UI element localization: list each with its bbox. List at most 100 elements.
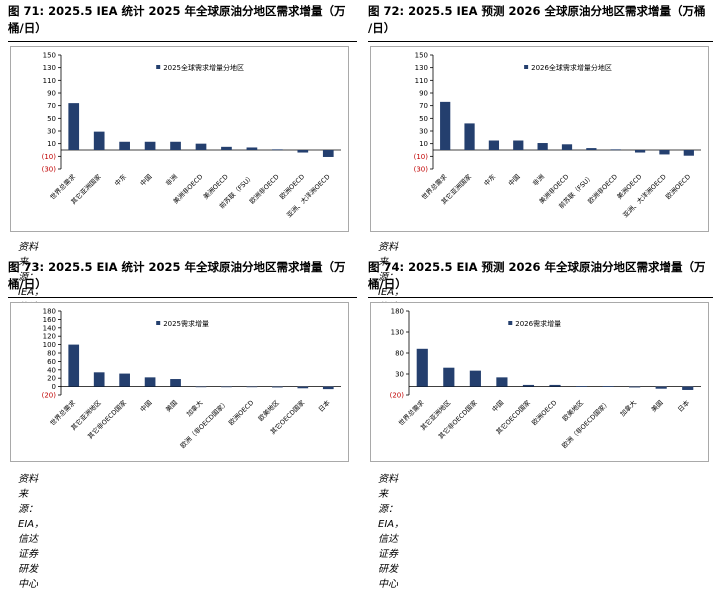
y-tick-label: 60	[47, 358, 56, 366]
legend-swatch	[508, 321, 513, 325]
y-tick-label: 50	[47, 115, 56, 123]
category-label: 非洲	[530, 172, 546, 188]
y-tick-label: 10	[47, 140, 56, 148]
bar	[93, 372, 105, 387]
bar	[246, 386, 258, 388]
y-tick-label: 130	[43, 64, 56, 72]
legend-swatch	[156, 321, 161, 325]
category-label: 欧洲（非OECD国家）	[178, 398, 230, 450]
bar	[170, 141, 181, 150]
category-label: 欧洲OECD	[663, 172, 692, 201]
y-tick-label: 30	[419, 128, 428, 136]
bar	[119, 141, 130, 150]
y-tick-label: 90	[419, 90, 428, 98]
figure-title-line-2: /日）	[368, 21, 396, 35]
title-rule	[368, 41, 713, 42]
category-label: 中国	[138, 172, 154, 188]
bar	[322, 150, 334, 157]
figure-title: 图 74: 2025.5 EIA 预测 2026 年全球原油分地区需求增量（万 …	[368, 259, 716, 293]
category-label: 日本	[676, 398, 692, 414]
y-tick-label: 110	[415, 77, 428, 85]
title-rule	[8, 297, 357, 298]
legend-swatch	[156, 65, 161, 69]
category-label: 加拿大	[184, 398, 205, 419]
figure-title: 图 73: 2025.5 EIA 统计 2025 年全球原油分地区需求增量（万 …	[8, 259, 358, 293]
title-rule	[368, 297, 713, 298]
category-label: 欧洲OECD	[226, 398, 255, 427]
y-tick-label: 180	[391, 308, 404, 316]
category-label: 日本	[316, 398, 332, 414]
category-label: 美国	[649, 398, 665, 414]
bar	[221, 386, 232, 388]
y-tick-label: 120	[43, 333, 56, 341]
y-tick-label: (10)	[42, 153, 57, 161]
legend-label: 2025需求增量	[163, 319, 209, 328]
bar	[522, 384, 535, 387]
category-label: 欧洲（非OECD国家）	[560, 398, 612, 450]
bar	[443, 367, 455, 387]
bar	[144, 141, 156, 150]
bar	[602, 386, 614, 387]
category-label: 加拿大	[618, 398, 639, 419]
bar	[549, 384, 561, 387]
y-tick-label: 30	[47, 128, 56, 136]
y-tick-label: (30)	[42, 166, 57, 174]
bar-chart: (30) (10) 10 30 50 70 90 110 130 150 2026全球需求增量分地区…	[414, 52, 701, 219]
legend-label: 2026全球需求增量分地区	[531, 63, 612, 72]
bar	[496, 377, 508, 387]
y-tick-label: (20)	[42, 392, 57, 400]
bar	[119, 373, 130, 387]
y-tick-label: 50	[419, 115, 428, 123]
bar	[682, 386, 694, 390]
category-label: 中东	[482, 172, 498, 188]
bar	[513, 140, 524, 150]
legend-label: 2026需求增量	[515, 319, 561, 328]
bar	[144, 377, 156, 387]
y-tick-label: 10	[419, 140, 428, 148]
bar	[610, 149, 621, 151]
category-label: 亚洲、大洋洲OECD	[284, 172, 331, 219]
category-label: 亚洲、大洋洲OECD	[621, 172, 668, 219]
figure-title-line-1: 图 74: 2025.5 EIA 预测 2026 年全球原油分地区需求增量（万	[368, 260, 706, 274]
bar	[488, 140, 500, 150]
bar	[195, 143, 207, 150]
figure-title: 图 71: 2025.5 IEA 统计 2025 年全球原油分地区需求增量（万 …	[8, 3, 358, 37]
figure-title-line-2: 桶/日）	[8, 277, 47, 291]
bar	[68, 103, 80, 150]
bar	[634, 150, 646, 153]
source-note: 资料来源：EIA，信达证券研发中心	[18, 474, 45, 590]
chart-frame: (30) (10) 10 30 50 70 90 110 130 150 2026全球需求增量分地区…	[370, 46, 709, 232]
legend-swatch	[524, 65, 529, 69]
category-label: 中国	[138, 398, 154, 414]
figure-title: 图 72: 2025.5 IEA 预测 2026 全球原油分地区需求增量（万桶 …	[368, 3, 716, 37]
y-tick-label: 160	[43, 316, 56, 324]
bar	[416, 348, 428, 387]
bar	[586, 148, 597, 150]
y-tick-label: 140	[43, 324, 56, 332]
category-label: 中国	[506, 172, 522, 188]
y-tick-label: (20)	[390, 392, 405, 400]
chart-frame: (20) 0 20 40 60 80 100 120 140 160 180 2025需求增量 世界总需…	[10, 302, 349, 462]
title-rule	[8, 41, 357, 42]
bar	[629, 386, 641, 388]
bar	[68, 344, 80, 387]
y-tick-label: 100	[43, 341, 56, 349]
chart-frame: (20) 30 80 130 180 2026需求增量 世界总需求 其它亚洲地区 其它非OECD…	[370, 302, 709, 462]
legend-label: 2025全球需求增量分地区	[163, 63, 244, 72]
y-tick-label: 90	[47, 90, 56, 98]
figure-title-line-2: 桶/日）	[8, 21, 47, 35]
bar	[464, 123, 475, 150]
y-tick-label: (10)	[414, 153, 429, 161]
y-tick-label: 150	[415, 52, 428, 60]
figure-title-line-2: 桶/日）	[368, 277, 407, 291]
bar	[469, 370, 481, 387]
y-tick-label: 80	[395, 350, 404, 358]
bar	[272, 386, 283, 388]
bar	[683, 150, 694, 156]
bar	[537, 143, 548, 150]
bar	[170, 379, 181, 387]
y-tick-label: 130	[415, 64, 428, 72]
category-label: 中国	[490, 398, 506, 414]
bar	[322, 386, 334, 390]
source-note: 资料来源：EIA，信达证券研发中心	[378, 474, 405, 590]
